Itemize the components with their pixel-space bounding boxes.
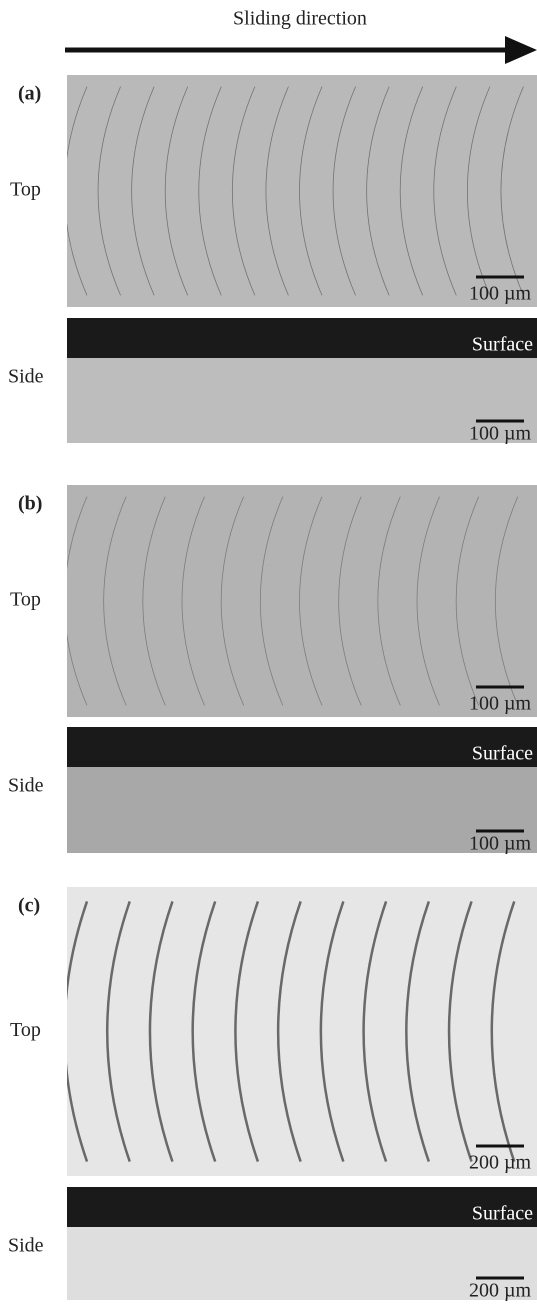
side-image [67, 767, 537, 853]
top-image [67, 75, 537, 307]
scale-label: 100 µm [469, 833, 532, 855]
surface-label: Surface [472, 334, 533, 356]
scale-label: 100 µm [469, 693, 532, 715]
arrow-label: Sliding direction [233, 8, 367, 30]
scale-label: 200 µm [469, 1152, 532, 1174]
surface-label: Surface [472, 1203, 533, 1225]
top-label: Top [10, 589, 41, 611]
side-image [67, 1227, 537, 1300]
top-label: Top [10, 1019, 41, 1041]
surface-bar [67, 727, 537, 767]
scale-label: 200 µm [469, 1280, 532, 1302]
surface-label: Surface [472, 743, 533, 765]
figure: Sliding direction (a) Top 100 µm Surface Sid… [0, 0, 537, 1307]
scale-label: 100 µm [469, 283, 532, 305]
side-label: Side [8, 1235, 44, 1257]
top-image [67, 887, 537, 1176]
panel-label: (c) [18, 895, 40, 917]
arrow-head [505, 36, 537, 64]
top-label: Top [10, 179, 41, 201]
side-label: Side [8, 775, 44, 797]
panel-label: (b) [18, 493, 42, 515]
top-image [67, 485, 537, 717]
scale-label: 100 µm [469, 423, 532, 445]
panel-label: (a) [18, 83, 41, 105]
surface-bar [67, 318, 537, 358]
surface-bar [67, 1187, 537, 1227]
side-image [67, 358, 537, 443]
side-label: Side [8, 366, 44, 388]
